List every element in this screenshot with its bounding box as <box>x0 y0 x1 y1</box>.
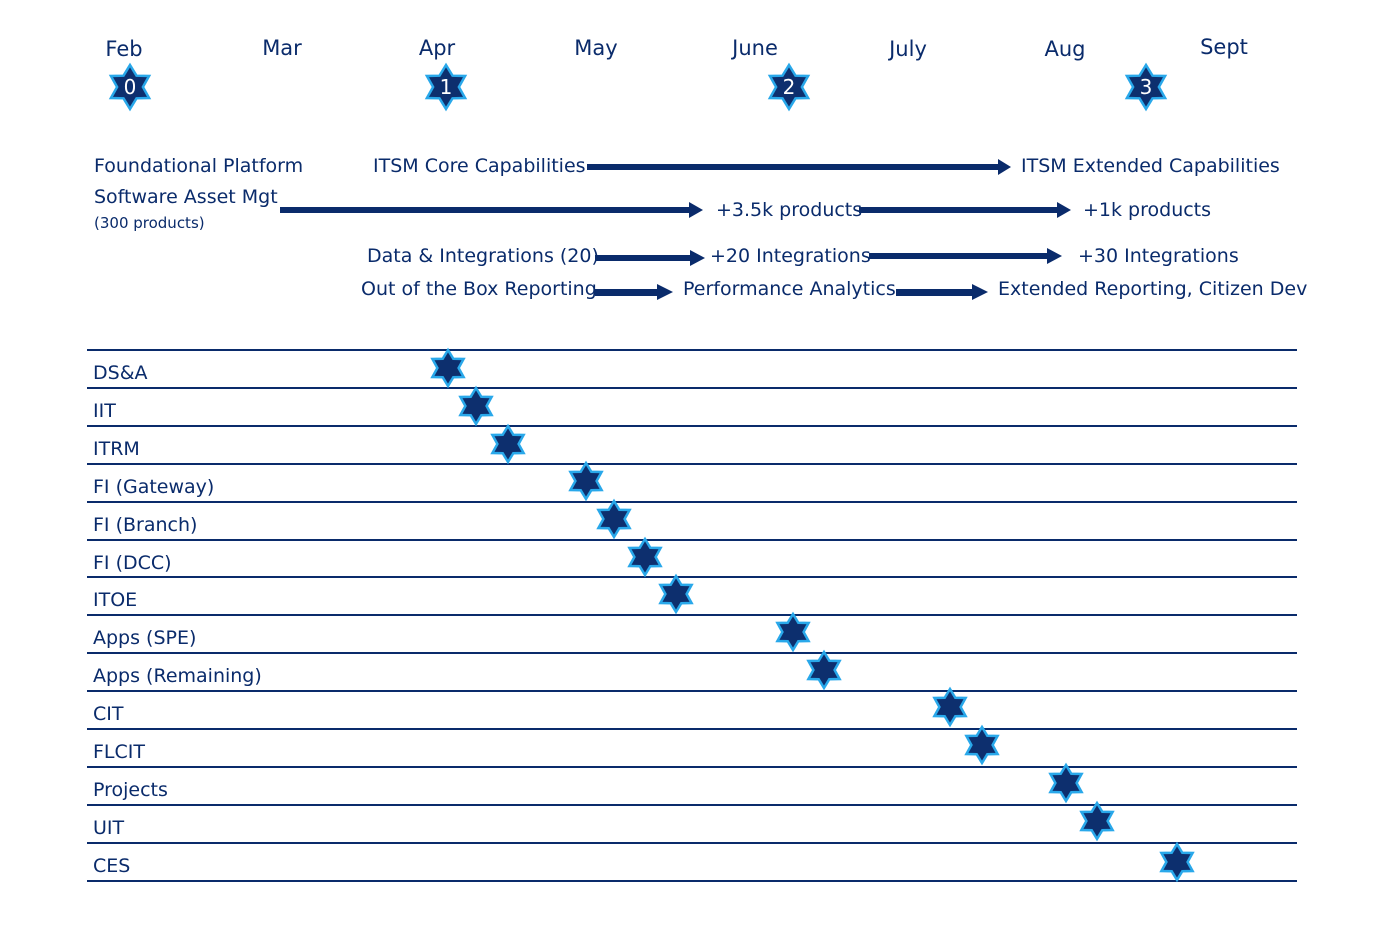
cap-performance-analytics: Performance Analytics <box>683 278 896 300</box>
row-star-ces-icon <box>1159 841 1195 883</box>
month-label-apr: Apr <box>418 36 456 60</box>
cap-foundational-platform: Foundational Platform <box>94 155 304 177</box>
row-label-ces: CES <box>93 855 131 877</box>
row-star-dsa-icon <box>430 347 466 389</box>
cap-software-asset-mgt: Software Asset Mgt <box>94 186 278 208</box>
cap-ootb-reporting: Out of the Box Reporting <box>361 278 597 300</box>
milestone-number-0: 0 <box>123 75 137 99</box>
milestone-star-0-icon <box>108 62 152 112</box>
row-divider <box>87 614 1297 616</box>
row-star-projects-icon <box>1048 762 1084 804</box>
arrow-integrations-2 <box>869 248 1062 264</box>
row-label-fi-dcc: FI (DCC) <box>93 552 172 574</box>
arrow-sam-2 <box>859 202 1071 218</box>
row-star-apps-remaining-icon <box>806 649 842 691</box>
row-label-uit: UIT <box>93 817 125 839</box>
row-label-fi-gateway: FI (Gateway) <box>93 476 215 498</box>
arrow-reporting-2 <box>896 284 988 300</box>
cap-extended-reporting: Extended Reporting, Citizen Dev <box>998 278 1308 300</box>
cap-itsm-extended: ITSM Extended Capabilities <box>1021 155 1280 177</box>
month-label-sept: Sept <box>1200 35 1248 59</box>
row-divider <box>87 690 1297 692</box>
row-star-fi-branch-icon <box>596 498 632 540</box>
row-star-itrm-icon <box>490 423 526 465</box>
row-divider <box>87 425 1297 427</box>
row-label-cit: CIT <box>93 703 124 725</box>
row-divider <box>87 652 1297 654</box>
cap-sam-plus-1k: +1k products <box>1083 199 1212 221</box>
row-divider <box>87 463 1297 465</box>
milestone-number-2: 2 <box>782 75 796 99</box>
row-star-itoe-icon <box>658 573 694 615</box>
row-star-uit-icon <box>1079 800 1115 842</box>
row-divider <box>87 576 1297 578</box>
milestone-number-1: 1 <box>439 75 453 99</box>
row-divider <box>87 387 1297 389</box>
milestone-star-1-icon <box>424 62 468 112</box>
row-divider <box>87 539 1297 541</box>
row-label-itoe: ITOE <box>93 589 138 611</box>
row-label-apps-spe: Apps (SPE) <box>93 627 197 649</box>
month-label-feb: Feb <box>105 37 143 61</box>
milestone-star-2-icon <box>767 62 811 112</box>
cap-itsm-core: ITSM Core Capabilities <box>373 155 586 177</box>
row-divider <box>87 842 1297 844</box>
arrow-sam-1 <box>280 202 703 218</box>
cap-plus-30-integrations: +30 Integrations <box>1078 245 1239 267</box>
month-label-aug: Aug <box>1044 37 1086 61</box>
cap-sam-plus-3-5k: +3.5k products <box>716 199 863 221</box>
row-star-flcit-icon <box>964 724 1000 766</box>
row-label-itrm: ITRM <box>93 438 140 460</box>
row-star-fi-dcc-icon <box>627 536 663 578</box>
arrow-reporting-1 <box>595 284 673 300</box>
row-divider <box>87 728 1297 730</box>
row-label-apps-remaining: Apps (Remaining) <box>93 665 262 687</box>
month-label-july: July <box>889 37 927 61</box>
row-star-cit-icon <box>932 686 968 728</box>
row-divider <box>87 804 1297 806</box>
month-label-may: May <box>574 36 618 60</box>
row-divider <box>87 501 1297 503</box>
row-star-apps-spe-icon <box>775 611 811 653</box>
milestone-star-3-icon <box>1124 62 1168 112</box>
row-divider <box>87 349 1297 351</box>
row-divider <box>87 880 1297 882</box>
cap-plus-20-integrations: +20 Integrations <box>710 245 871 267</box>
milestone-number-3: 3 <box>1139 75 1153 99</box>
arrow-itsm <box>587 159 1011 175</box>
row-divider <box>87 766 1297 768</box>
row-label-dsa: DS&A <box>93 362 148 384</box>
month-label-june: June <box>732 36 778 60</box>
row-star-fi-gateway-icon <box>568 460 604 502</box>
month-label-mar: Mar <box>262 36 302 60</box>
arrow-integrations-1 <box>595 250 705 266</box>
row-label-fi-branch: FI (Branch) <box>93 514 198 536</box>
cap-data-integrations: Data & Integrations (20) <box>367 245 599 267</box>
row-label-flcit: FLCIT <box>93 741 145 763</box>
row-star-iit-icon <box>458 385 494 427</box>
row-label-projects: Projects <box>93 779 168 801</box>
cap-sam-products: (300 products) <box>94 214 205 232</box>
row-label-iit: IIT <box>93 400 116 422</box>
